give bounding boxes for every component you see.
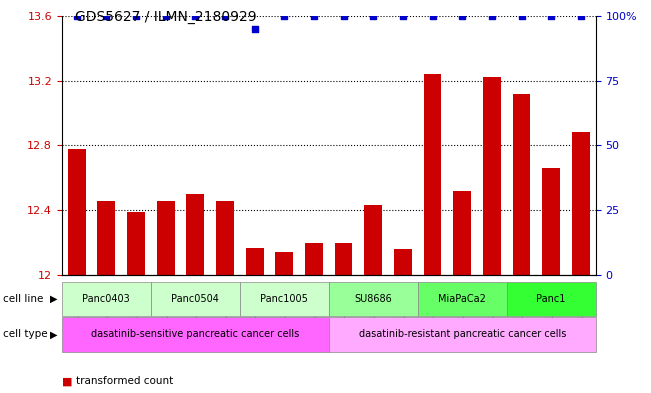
- Text: cell line: cell line: [3, 294, 44, 304]
- Point: [131, 13, 141, 19]
- Bar: [127, 212, 145, 275]
- Text: ■: ■: [62, 376, 72, 386]
- Point: [575, 13, 586, 19]
- Text: cell type: cell type: [3, 329, 48, 340]
- Point: [190, 13, 201, 19]
- Bar: [453, 191, 471, 275]
- Bar: [542, 168, 560, 275]
- Point: [516, 13, 527, 19]
- Bar: [305, 242, 323, 275]
- Text: transformed count: transformed count: [76, 376, 173, 386]
- Text: Panc1: Panc1: [536, 294, 566, 304]
- Point: [249, 26, 260, 32]
- Point: [160, 13, 171, 19]
- Text: MiaPaCa2: MiaPaCa2: [438, 294, 486, 304]
- Bar: [186, 194, 204, 275]
- Text: SU8686: SU8686: [354, 294, 392, 304]
- Text: Panc0504: Panc0504: [171, 294, 219, 304]
- Text: Panc0403: Panc0403: [83, 294, 130, 304]
- Point: [339, 13, 349, 19]
- Point: [457, 13, 467, 19]
- Text: dasatinib-resistant pancreatic cancer cells: dasatinib-resistant pancreatic cancer ce…: [359, 329, 566, 340]
- Bar: [216, 200, 234, 275]
- Text: Panc1005: Panc1005: [260, 294, 308, 304]
- Bar: [275, 252, 293, 275]
- Point: [398, 13, 408, 19]
- Bar: [157, 200, 174, 275]
- Point: [72, 13, 82, 19]
- Point: [546, 13, 557, 19]
- Bar: [245, 248, 264, 275]
- Point: [427, 13, 437, 19]
- Bar: [572, 132, 590, 275]
- Bar: [68, 149, 85, 275]
- Bar: [365, 206, 382, 275]
- Bar: [424, 74, 441, 275]
- Text: ▶: ▶: [50, 329, 58, 340]
- Text: ▶: ▶: [50, 294, 58, 304]
- Point: [487, 13, 497, 19]
- Bar: [483, 77, 501, 275]
- Bar: [98, 200, 115, 275]
- Bar: [335, 242, 352, 275]
- Point: [368, 13, 378, 19]
- Bar: [394, 249, 412, 275]
- Text: GDS5627 / ILMN_2180929: GDS5627 / ILMN_2180929: [75, 10, 256, 24]
- Point: [309, 13, 319, 19]
- Point: [101, 13, 111, 19]
- Bar: [512, 94, 531, 275]
- Point: [279, 13, 290, 19]
- Point: [220, 13, 230, 19]
- Text: dasatinib-sensitive pancreatic cancer cells: dasatinib-sensitive pancreatic cancer ce…: [91, 329, 299, 340]
